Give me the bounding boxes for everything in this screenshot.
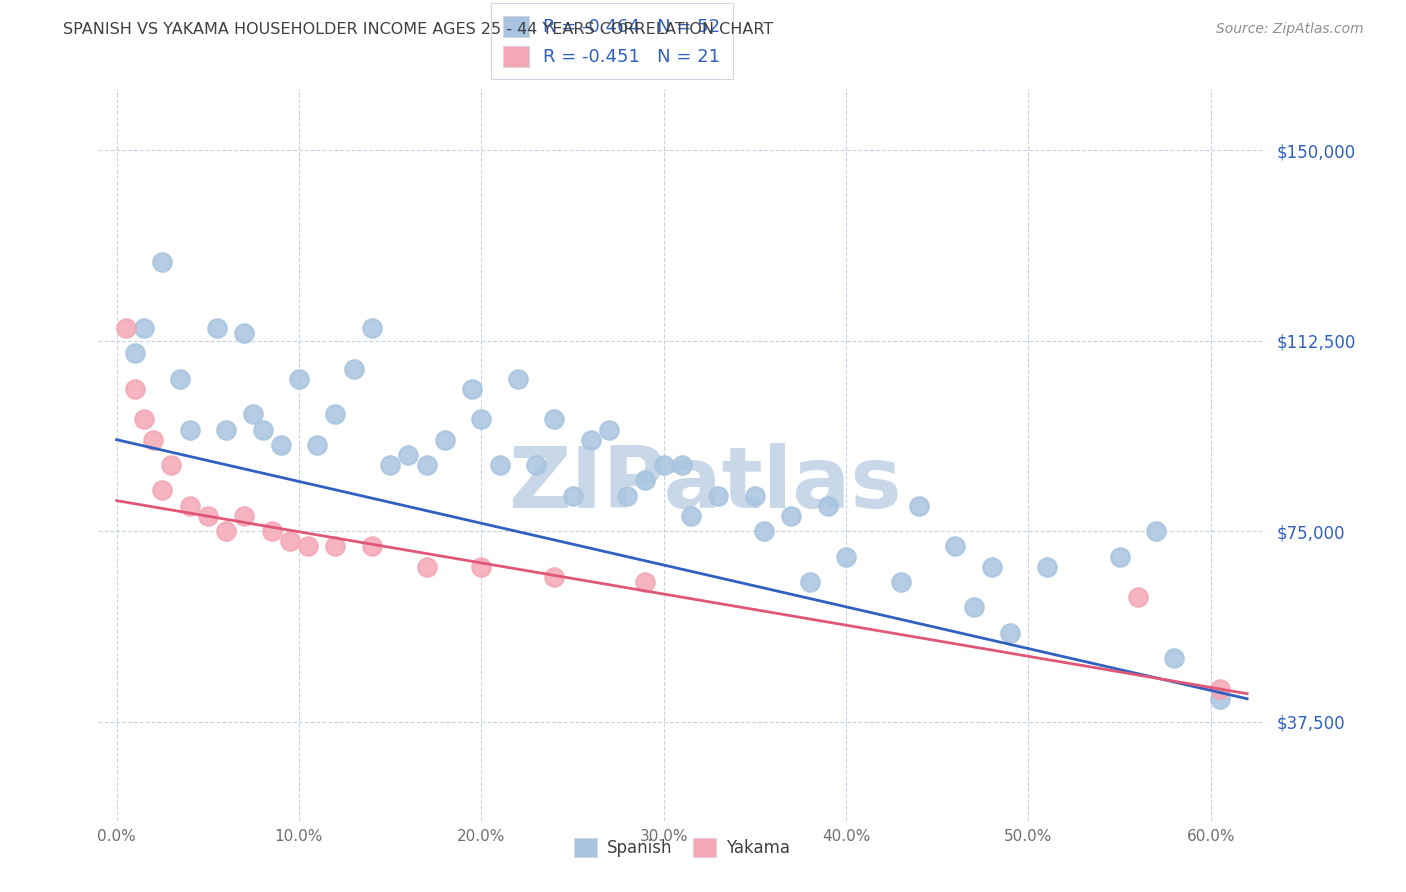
Point (325, 407, 347, 421)
Point (124, 346, 146, 360)
Point (215, 524, 238, 538)
Point (652, 458, 675, 472)
Point (470, 412, 492, 426)
Point (297, 539, 319, 553)
Point (260, 524, 283, 538)
Point (396, 448, 419, 462)
Point (132, 412, 155, 426)
Point (132, 321, 155, 335)
Point (980, 559, 1002, 574)
Point (288, 372, 311, 386)
Point (415, 458, 437, 472)
Point (307, 438, 329, 452)
Point (270, 438, 292, 452)
Point (707, 489, 730, 503)
Text: ZIPatlas: ZIPatlas (509, 442, 903, 525)
Point (361, 321, 384, 335)
Point (890, 574, 912, 589)
Point (744, 489, 766, 503)
Point (1163, 651, 1185, 665)
Point (817, 499, 839, 513)
Point (543, 412, 565, 426)
Point (233, 508, 256, 523)
Point (671, 458, 693, 472)
Text: SPANISH VS YAKAMA HOUSEHOLDER INCOME AGES 25 - 44 YEARS CORRELATION CHART: SPANISH VS YAKAMA HOUSEHOLDER INCOME AGE… (63, 22, 773, 37)
Point (242, 407, 264, 421)
Point (1126, 590, 1149, 604)
Point (799, 574, 821, 589)
Point (616, 489, 638, 503)
Point (488, 458, 510, 472)
Point (579, 433, 602, 447)
Point (945, 539, 967, 553)
Point (506, 372, 529, 386)
Point (325, 539, 347, 553)
Point (835, 549, 858, 564)
Point (470, 559, 492, 574)
Point (543, 570, 565, 584)
Point (179, 423, 201, 437)
Point (524, 458, 547, 472)
Point (679, 508, 702, 523)
Point (252, 423, 274, 437)
Point (215, 423, 238, 437)
Point (962, 600, 984, 615)
Point (205, 321, 228, 335)
Point (634, 473, 657, 487)
Point (179, 499, 201, 513)
Point (461, 382, 484, 396)
Point (561, 489, 583, 503)
Point (114, 321, 136, 335)
Point (142, 433, 165, 447)
Point (1144, 524, 1167, 538)
Point (197, 508, 219, 523)
Point (415, 559, 437, 574)
Point (124, 382, 146, 396)
Point (278, 534, 301, 549)
Point (1209, 691, 1232, 706)
Point (1209, 681, 1232, 696)
Point (233, 326, 256, 340)
Point (634, 574, 657, 589)
Point (380, 458, 402, 472)
Point (1035, 559, 1057, 574)
Point (908, 499, 931, 513)
Point (169, 372, 191, 386)
Point (361, 539, 384, 553)
Point (433, 433, 456, 447)
Point (598, 423, 620, 437)
Point (150, 255, 173, 269)
Point (1108, 549, 1130, 564)
Legend: Spanish, Yakama: Spanish, Yakama (567, 831, 797, 863)
Point (780, 508, 803, 523)
Point (752, 524, 775, 538)
Point (160, 458, 183, 472)
Text: Source: ZipAtlas.com: Source: ZipAtlas.com (1216, 22, 1364, 37)
Point (998, 625, 1021, 640)
Point (343, 361, 366, 376)
Point (150, 483, 173, 498)
